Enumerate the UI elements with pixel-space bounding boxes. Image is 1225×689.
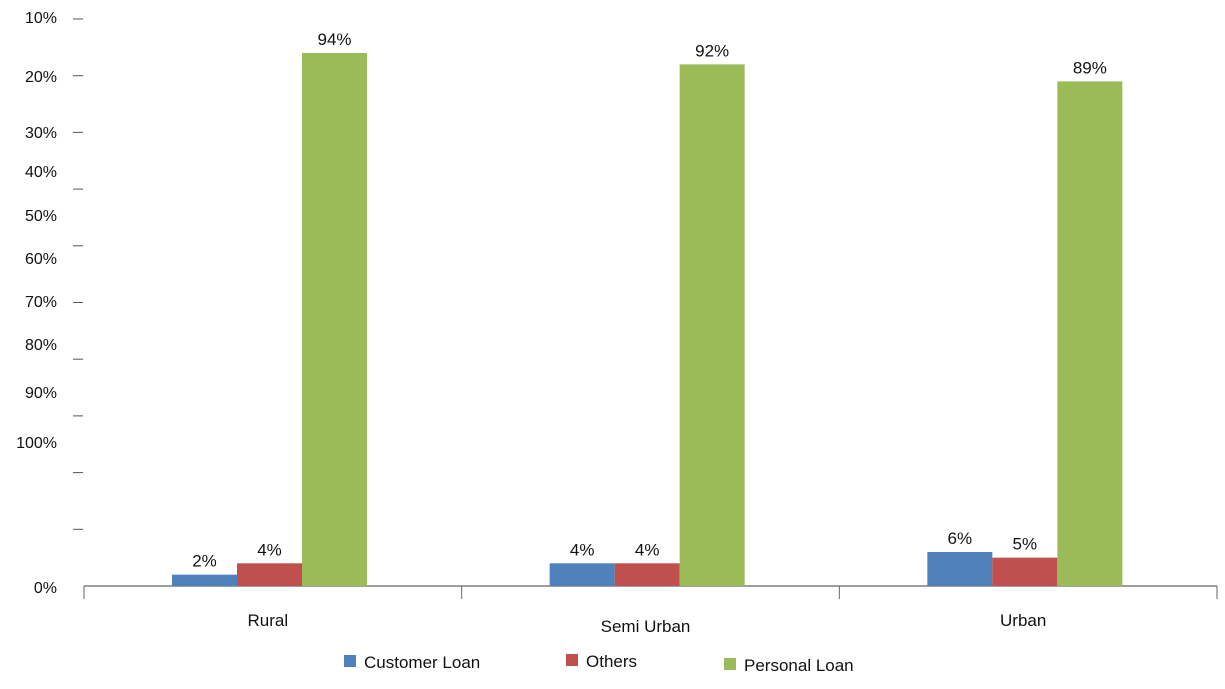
legend-swatch (724, 658, 736, 670)
y-tick-label: 0% (34, 580, 57, 597)
data-label: 5% (1013, 535, 1038, 554)
x-tick-label: Urban (1000, 611, 1046, 630)
legend-label: Others (586, 652, 637, 671)
y-axis: 0% 10% 20% 30% 40% 50% 60% 70% 80% 90% 100% (16, 10, 83, 597)
x-tick-label: Semi Urban (601, 617, 691, 636)
y-tick-label: 20% (25, 69, 57, 86)
bar (549, 563, 615, 586)
y-tick-label: 80% (25, 337, 57, 354)
legend: Customer Loan Others Personal Loan (344, 652, 854, 675)
data-label: 4% (635, 540, 660, 559)
bar (1057, 81, 1123, 587)
bar (302, 53, 367, 586)
bar (927, 551, 993, 586)
bar (172, 574, 237, 586)
data-label: 6% (948, 529, 973, 548)
y-tick-label: 90% (25, 385, 57, 402)
data-label: 92% (695, 41, 729, 60)
bars (172, 53, 1123, 587)
bar (992, 557, 1058, 586)
y-tick-label: 30% (25, 125, 57, 142)
bar (679, 64, 745, 587)
data-label: 4% (257, 540, 282, 559)
legend-swatch (344, 655, 356, 667)
x-tick-label: Rural (248, 611, 289, 630)
legend-swatch (566, 654, 578, 666)
y-tick-label: 60% (25, 251, 57, 268)
y-tick-label: 10% (25, 10, 57, 27)
y-tick-label: 70% (25, 294, 57, 311)
data-label: 89% (1073, 58, 1107, 77)
legend-label: Customer Loan (364, 653, 480, 672)
y-tick-label: 100% (16, 435, 57, 452)
data-label: 2% (192, 552, 217, 571)
data-label: 94% (317, 30, 351, 49)
y-tick-label: 40% (25, 164, 57, 181)
bar (237, 563, 302, 586)
y-tick-label: 50% (25, 208, 57, 225)
data-labels: 2% 4% 6% 4% 4% 5% 94% 92% 89% (192, 30, 1107, 571)
x-axis: Rural Semi Urban Urban (83, 585, 1218, 636)
data-label: 4% (570, 540, 595, 559)
bar (614, 563, 680, 586)
legend-label: Personal Loan (744, 656, 854, 675)
